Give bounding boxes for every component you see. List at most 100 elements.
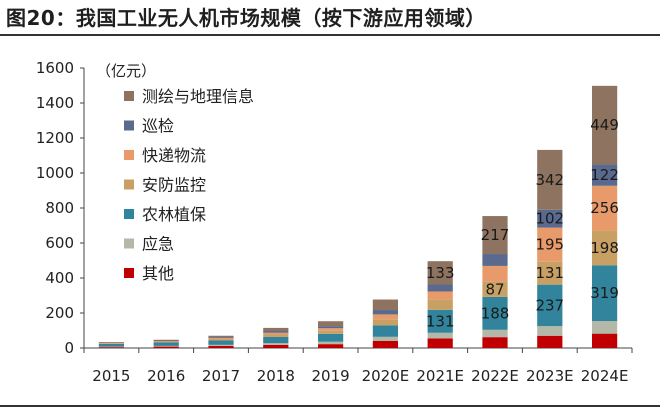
data-label: 102	[535, 210, 564, 228]
legend-swatch	[124, 120, 134, 131]
legend-label: 应急	[142, 235, 174, 254]
bar-segment	[98, 346, 125, 348]
bar-segment	[537, 261, 563, 285]
y-tick-label: 1000	[36, 164, 74, 182]
data-label: 256	[590, 199, 619, 217]
bar-segment	[427, 338, 453, 348]
bar-segment	[482, 281, 508, 297]
bar-segment	[98, 347, 125, 348]
bar-segment	[153, 339, 179, 341]
data-labels: 131 133 188 87 217 237 131 195 102 342 319 198 256 12…	[426, 116, 619, 330]
bar-segment	[372, 314, 399, 320]
bar-segment	[317, 330, 344, 334]
data-label: 133	[426, 264, 455, 282]
bar-segment	[537, 227, 563, 262]
bar-segment	[263, 327, 289, 332]
bar-segment	[537, 326, 563, 336]
bar-segment	[208, 337, 234, 339]
bar-segment	[427, 332, 453, 339]
bar-segment	[427, 261, 453, 285]
bar-segment	[263, 332, 289, 335]
data-label: 188	[481, 304, 510, 322]
legend-swatch	[124, 209, 134, 219]
bar-segment	[317, 326, 344, 329]
bar-segment	[372, 325, 399, 337]
bar-segment	[482, 337, 508, 348]
bar-segment	[98, 342, 125, 343]
y-tick-label: 1200	[36, 129, 74, 147]
bar-segment	[482, 265, 508, 282]
bars	[98, 85, 618, 348]
bar-segment	[153, 345, 179, 347]
bar-segment	[317, 341, 344, 345]
data-label: 237	[535, 296, 564, 314]
y-tick-label: 1600	[36, 59, 74, 77]
bar-segment	[208, 340, 234, 345]
legend-swatch	[124, 91, 134, 101]
bar-segment	[263, 331, 289, 333]
bar-segment	[208, 339, 234, 341]
legend-label: 快递物流	[142, 146, 206, 165]
data-label: 342	[535, 171, 564, 189]
bar-segment	[208, 344, 234, 346]
bar-segment	[263, 344, 289, 348]
data-label: 87	[485, 280, 504, 298]
unit-label: （亿元）	[96, 62, 156, 80]
bar-segment	[537, 335, 563, 348]
legend-label: 农林植保	[142, 205, 206, 224]
bar-segment	[372, 341, 399, 348]
data-label: 195	[535, 236, 564, 254]
data-label: 449	[590, 116, 619, 134]
bar-segment	[317, 328, 344, 331]
bar-segment	[537, 149, 563, 210]
bottom-rule	[0, 405, 660, 407]
y-tick-label: 600	[45, 234, 74, 252]
x-tick-label: 2017	[202, 367, 240, 385]
y-tick-label: 400	[45, 269, 74, 287]
bar-segment	[372, 310, 399, 315]
x-tick-label: 2023E	[526, 367, 574, 385]
x-tick-label: 2018	[257, 367, 295, 385]
title-rule	[0, 34, 660, 36]
bar-segment	[208, 335, 234, 338]
bar-segment	[427, 309, 453, 333]
bar-segment	[537, 284, 563, 327]
legend-label: 巡检	[142, 117, 174, 136]
bar-segment	[372, 299, 399, 311]
bar-segment	[591, 321, 618, 334]
x-tick-label: 2020E	[362, 367, 410, 385]
bar-segment	[317, 321, 344, 327]
x-tick-label: 2016	[147, 367, 185, 385]
bar-segment	[317, 344, 344, 348]
bar-segment	[372, 336, 399, 341]
bar-segment	[482, 216, 508, 255]
bar-segment	[372, 319, 399, 326]
data-label: 131	[426, 312, 455, 330]
bar-segment	[263, 334, 289, 337]
bar-segment	[482, 329, 508, 338]
bar-segment	[208, 345, 234, 348]
y-tick-label: 200	[45, 304, 74, 322]
x-tick-label: 2015	[92, 367, 130, 385]
legend-swatch	[124, 238, 134, 249]
x-tick-label: 2024E	[581, 367, 629, 385]
y-axis: 0 200 400 600 800 1000 1200 1400 1600	[36, 59, 85, 357]
legend-label: 安防监控	[142, 176, 206, 195]
bar-segment	[153, 341, 179, 342]
bar-segment	[263, 343, 289, 345]
legend-swatch	[124, 179, 134, 190]
bar-segment	[153, 342, 179, 346]
bar-segment	[427, 299, 453, 310]
x-tick-label: 2021E	[416, 367, 464, 385]
data-label: 217	[481, 226, 510, 244]
bar-segment	[427, 291, 453, 300]
bar-segment	[482, 254, 508, 266]
data-label: 198	[590, 239, 619, 257]
data-label: 131	[535, 264, 564, 282]
data-label: 122	[590, 166, 619, 184]
y-tick-label: 0	[64, 339, 74, 357]
bar-segment	[317, 333, 344, 342]
bar-segment	[537, 209, 563, 228]
bar-segment	[591, 265, 618, 322]
